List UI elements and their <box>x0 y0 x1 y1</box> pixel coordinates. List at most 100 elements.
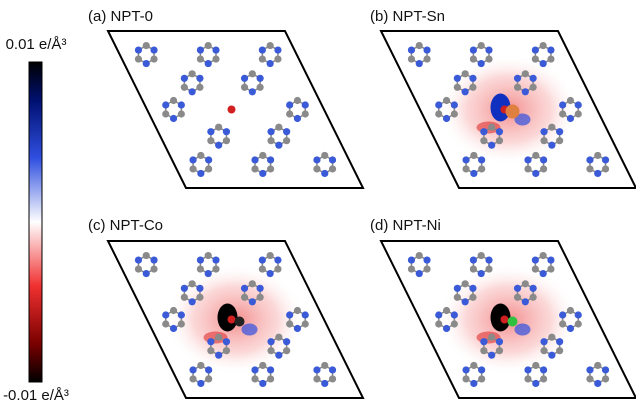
atom <box>178 101 185 108</box>
atom <box>470 256 477 263</box>
atom <box>470 46 477 53</box>
oxygen <box>501 316 509 324</box>
atom <box>462 375 469 382</box>
atom <box>540 338 547 345</box>
atom <box>267 165 274 172</box>
atom <box>205 42 212 49</box>
atom <box>485 55 492 62</box>
atom <box>215 142 222 149</box>
atom <box>522 298 529 305</box>
atom <box>329 156 336 163</box>
atom <box>530 285 537 292</box>
atom <box>170 325 177 332</box>
atom <box>435 320 442 327</box>
atom <box>259 55 266 62</box>
atom <box>532 170 539 177</box>
atom <box>602 375 609 382</box>
atom <box>530 75 537 82</box>
atom <box>559 311 566 318</box>
atom <box>274 46 281 53</box>
density-pos <box>242 324 258 336</box>
atom <box>274 55 281 62</box>
colorbar <box>29 62 42 382</box>
atom <box>416 42 423 49</box>
atom <box>274 265 281 272</box>
atom <box>207 128 214 135</box>
atom <box>496 128 503 135</box>
atom <box>532 152 539 159</box>
atom <box>329 375 336 382</box>
atom <box>559 110 566 117</box>
atom <box>178 110 185 117</box>
atom <box>302 101 309 108</box>
atom <box>454 84 461 91</box>
atom <box>408 265 415 272</box>
atom <box>423 55 430 62</box>
atom <box>478 375 485 382</box>
atom <box>480 137 487 144</box>
atom <box>302 320 309 327</box>
atom <box>480 128 487 135</box>
atom <box>275 352 282 359</box>
atom <box>212 256 219 263</box>
atom <box>178 311 185 318</box>
atom <box>205 165 212 172</box>
atom <box>470 55 477 62</box>
atom <box>451 311 458 318</box>
atom <box>470 170 477 177</box>
atom <box>408 55 415 62</box>
atom <box>215 352 222 359</box>
atom <box>522 88 529 95</box>
atom <box>488 124 495 131</box>
atom <box>275 124 282 131</box>
atom <box>416 252 423 259</box>
metal-atom <box>508 317 518 327</box>
colorbar-max: 0.01 e/Å³ <box>6 36 67 53</box>
atom <box>302 311 309 318</box>
atom <box>575 311 582 318</box>
atom <box>423 256 430 263</box>
atom <box>567 325 574 332</box>
atom <box>197 265 204 272</box>
atom <box>143 252 150 259</box>
atom <box>514 285 521 292</box>
atom <box>454 75 461 82</box>
atom <box>556 338 563 345</box>
atom <box>283 338 290 345</box>
atom <box>470 265 477 272</box>
atom <box>532 265 539 272</box>
atom <box>143 42 150 49</box>
atom <box>275 142 282 149</box>
atom <box>286 320 293 327</box>
atom <box>462 280 469 287</box>
atom <box>559 101 566 108</box>
atom <box>197 152 204 159</box>
atom <box>259 362 266 369</box>
atom <box>443 307 450 314</box>
atom <box>283 347 290 354</box>
atom <box>205 270 212 277</box>
atom <box>205 252 212 259</box>
atom <box>451 101 458 108</box>
atom <box>197 170 204 177</box>
atom <box>249 88 256 95</box>
atom <box>478 60 485 67</box>
atom <box>321 152 328 159</box>
atom <box>189 280 196 287</box>
atom <box>257 75 264 82</box>
atom <box>540 366 547 373</box>
atom <box>257 285 264 292</box>
atom <box>294 115 301 122</box>
atom <box>443 325 450 332</box>
atom <box>267 347 274 354</box>
atom <box>532 380 539 387</box>
atom <box>196 84 203 91</box>
atom <box>586 366 593 373</box>
atom <box>196 294 203 301</box>
atom <box>135 46 142 53</box>
atom <box>181 285 188 292</box>
atom <box>170 307 177 314</box>
atom <box>567 115 574 122</box>
atom <box>575 101 582 108</box>
atom <box>462 70 469 77</box>
